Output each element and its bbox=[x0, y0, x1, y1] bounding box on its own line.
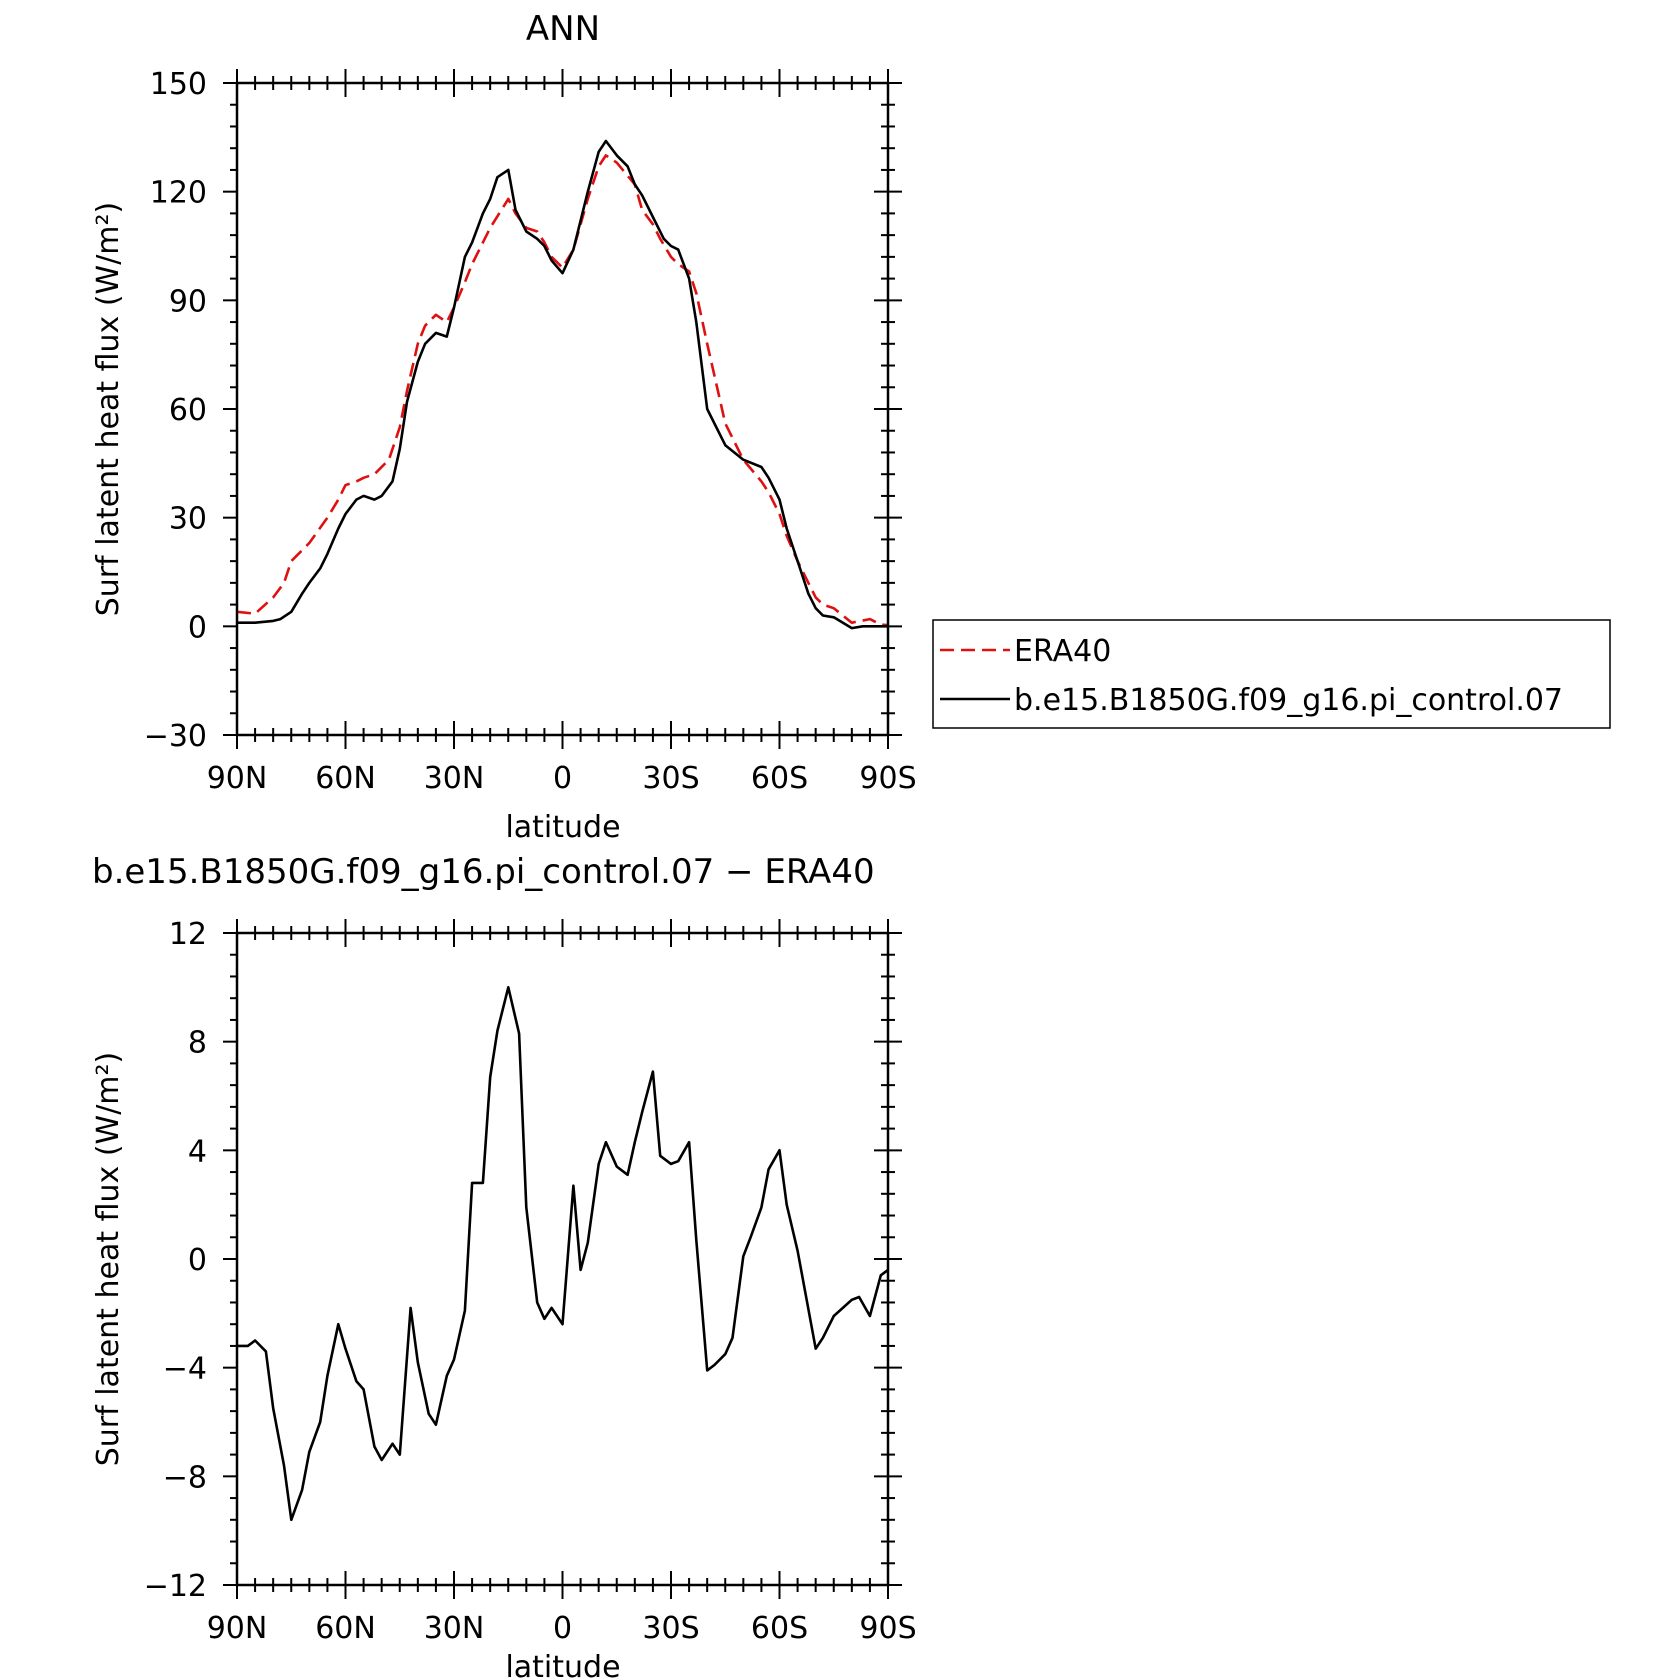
legend-label-model: b.e15.B1850G.f09_g16.pi_control.07 bbox=[1014, 683, 1563, 718]
top-x-tick-label: 0 bbox=[553, 761, 572, 796]
top-panel: ANN Surf latent heat flux (W/m²) latitud… bbox=[91, 9, 917, 845]
bottom-series-line-difference bbox=[237, 985, 889, 1522]
bottom-y-tick-label: 12 bbox=[169, 917, 207, 952]
legend: ERA40 b.e15.B1850G.f09_g16.pi_control.07 bbox=[932, 619, 1611, 729]
bottom-panel: b.e15.B1850G.f09_g16.pi_control.07 − ERA… bbox=[91, 852, 917, 1680]
top-plot-frame bbox=[235, 81, 890, 737]
bottom-y-axis-title: Surf latent heat flux (W/m²) bbox=[91, 1052, 126, 1467]
legend-frame bbox=[932, 619, 1611, 729]
bottom-x-tick-label: 90N bbox=[207, 1611, 268, 1646]
bottom-y-tick-label: 0 bbox=[188, 1243, 207, 1278]
bottom-lines bbox=[237, 985, 889, 1522]
top-x-tick-label: 90S bbox=[859, 761, 916, 796]
top-y-tick-label: −30 bbox=[144, 719, 207, 754]
top-x-tick-label: 60S bbox=[751, 761, 808, 796]
bottom-x-tick-label: 60S bbox=[751, 1611, 808, 1646]
bottom-y-tick-label: 8 bbox=[188, 1026, 207, 1061]
bottom-x-tick-label: 30S bbox=[642, 1611, 699, 1646]
bottom-y-tick-label: −8 bbox=[163, 1460, 207, 1495]
bottom-y-tick-label: −4 bbox=[163, 1352, 207, 1387]
bottom-y-tick-label: 4 bbox=[188, 1134, 207, 1169]
bottom-x-tick-label: 90S bbox=[859, 1611, 916, 1646]
top-y-tick-label: 60 bbox=[169, 393, 207, 428]
legend-label-era40: ERA40 bbox=[1014, 634, 1111, 669]
top-x-tick-label: 90N bbox=[207, 761, 268, 796]
top-series-line-b bbox=[237, 139, 888, 630]
top-x-axis-title: latitude bbox=[505, 810, 620, 845]
top-x-tick-label: 60N bbox=[315, 761, 376, 796]
top-y-tick-label: 90 bbox=[169, 284, 207, 319]
top-x-tick-label: 30N bbox=[424, 761, 485, 796]
bottom-x-axis-title: latitude bbox=[505, 1650, 620, 1680]
top-lines bbox=[236, 139, 889, 630]
top-ticks: −30 0 30 60 90 120 150 90N 60N 30N 0 30S 60S 90S bbox=[144, 67, 917, 796]
top-series-line-era40 bbox=[236, 154, 889, 627]
top-x-tick-label: 30S bbox=[642, 761, 699, 796]
bottom-x-tick-label: 0 bbox=[553, 1611, 572, 1646]
top-y-tick-label: 150 bbox=[150, 67, 207, 102]
bottom-ticks: −12 −8 −4 0 4 8 12 90N 60N 30N 0 30S 60S 90S bbox=[144, 917, 917, 1646]
bottom-chart-title: b.e15.B1850G.f09_g16.pi_control.07 − ERA… bbox=[92, 852, 875, 892]
top-y-tick-label: 0 bbox=[188, 610, 207, 645]
top-chart-title: ANN bbox=[526, 9, 600, 49]
bottom-y-tick-label: −12 bbox=[144, 1569, 207, 1604]
top-y-axis-title: Surf latent heat flux (W/m²) bbox=[91, 202, 126, 617]
bottom-x-tick-label: 60N bbox=[315, 1611, 376, 1646]
top-y-tick-label: 120 bbox=[150, 176, 207, 211]
bottom-plot-frame bbox=[235, 931, 890, 1587]
bottom-x-tick-label: 30N bbox=[424, 1611, 485, 1646]
top-y-tick-label: 30 bbox=[169, 502, 207, 537]
